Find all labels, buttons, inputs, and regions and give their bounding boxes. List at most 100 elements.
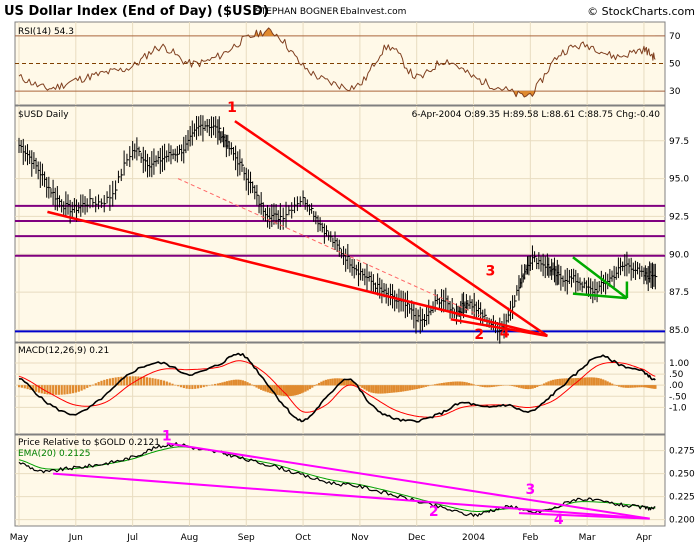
macd-histogram-bar xyxy=(483,385,487,388)
macd-histogram-bar xyxy=(154,378,157,386)
macd-histogram-bar xyxy=(477,385,480,386)
price-trendline xyxy=(450,318,548,338)
macd-histogram-bar xyxy=(642,385,646,388)
x-tick-label: Sep xyxy=(238,533,255,543)
macd-histogram-bar xyxy=(363,385,366,390)
macd-histogram-bar xyxy=(486,385,489,388)
macd-histogram-bar xyxy=(367,385,371,392)
macd-histogram-bar xyxy=(517,385,521,388)
macd-histogram-bar xyxy=(216,383,220,386)
macd-histogram-bar xyxy=(211,384,214,386)
macd-histogram-bar xyxy=(431,384,434,386)
macd-histogram-bar xyxy=(567,378,571,386)
macd-histogram-bar xyxy=(69,385,72,394)
macd-histogram-bar xyxy=(572,378,575,386)
rsi-tick-label: 70 xyxy=(669,32,681,42)
macd-histogram-bar xyxy=(577,377,580,386)
macd-label: MACD(12,26,9) 0.21 xyxy=(18,346,109,356)
rsi-tick-label: 50 xyxy=(669,60,681,70)
macd-histogram-bar xyxy=(608,382,612,386)
macd-histogram-bar xyxy=(465,382,468,386)
macd-histogram-bar xyxy=(406,385,409,391)
macd-histogram-bar xyxy=(86,385,89,388)
macd-histogram-bar xyxy=(221,382,224,386)
macd-histogram-bar xyxy=(417,385,421,389)
price-label: $USD Daily xyxy=(18,110,69,120)
rsi-tick-label: 30 xyxy=(669,87,681,97)
macd-histogram-bar xyxy=(390,385,393,393)
macd-histogram-bar xyxy=(290,385,293,396)
macd-histogram-bar xyxy=(97,381,100,386)
macd-histogram-bar xyxy=(271,385,274,394)
macd-histogram-bar xyxy=(179,385,183,388)
macd-histogram-bar xyxy=(617,385,621,387)
ema-label: EMA(20) 0.2125 xyxy=(18,449,90,459)
macd-histogram-bar xyxy=(397,385,400,393)
relative-label: Price Relative to $GOLD 0.2121 xyxy=(18,438,160,448)
copyright-label: © StockCharts.com xyxy=(587,5,695,18)
macd-histogram-bar xyxy=(538,385,541,387)
macd-histogram-bar xyxy=(542,383,546,386)
macd-histogram-bar xyxy=(196,385,200,389)
macd-histogram-bar xyxy=(536,385,539,388)
macd-histogram-bar xyxy=(467,382,471,386)
macd-histogram-bar xyxy=(529,385,532,390)
macd-histogram-bar xyxy=(174,384,177,386)
macd-histogram-bar xyxy=(35,385,38,392)
macd-histogram-bar xyxy=(402,385,405,392)
relative-tick-label: 0.250 xyxy=(669,470,695,480)
macd-histogram-bar xyxy=(311,385,314,388)
macd-histogram-bar xyxy=(106,379,109,386)
macd-histogram-bar xyxy=(288,385,291,397)
macd-histogram-bar xyxy=(74,385,78,393)
macd-histogram-bar xyxy=(329,378,332,386)
macd-histogram-bar xyxy=(615,385,618,386)
macd-histogram-bar xyxy=(171,383,174,386)
macd-histogram-bar xyxy=(570,378,573,386)
chart-site: EbaInvest.com xyxy=(340,7,406,17)
macd-histogram-bar xyxy=(123,376,126,386)
macd-histogram-bar xyxy=(513,385,516,387)
macd-histogram-bar xyxy=(640,385,643,388)
macd-histogram-bar xyxy=(295,385,298,396)
rsi-line xyxy=(18,27,656,98)
x-tick-label: Nov xyxy=(351,533,369,543)
macd-histogram-bar xyxy=(404,385,407,392)
price-tick-label: 92.5 xyxy=(669,212,689,222)
macd-histogram-bar xyxy=(128,376,131,386)
macd-histogram-bar xyxy=(545,382,548,386)
macd-histogram-bar xyxy=(527,385,530,390)
x-tick-label: Feb xyxy=(522,533,538,543)
macd-histogram-bar xyxy=(581,377,584,386)
macd-histogram-bar xyxy=(604,380,607,386)
macd-histogram-bar xyxy=(26,385,29,390)
macd-histogram-bar xyxy=(470,383,473,386)
macd-histogram-bar xyxy=(260,385,263,390)
macd-histogram-bar xyxy=(18,385,21,388)
macd-histogram-bar xyxy=(60,385,63,395)
macd-histogram-bar xyxy=(579,377,582,386)
price-annotation: 1 xyxy=(227,100,237,116)
macd-histogram-bar xyxy=(214,383,217,386)
macd-histogram-bar xyxy=(205,385,208,387)
macd-histogram-bar xyxy=(574,378,577,386)
macd-histogram-bar xyxy=(652,385,655,389)
macd-histogram-bar xyxy=(563,378,566,386)
macd-histogram-bar xyxy=(622,385,625,388)
macd-histogram-bar xyxy=(338,378,341,386)
macd-histogram-bar xyxy=(472,384,475,386)
macd-histogram-bar xyxy=(445,382,448,386)
macd-histogram-bar xyxy=(383,385,387,394)
price-annotation: 2 xyxy=(474,327,484,343)
macd-histogram-bar xyxy=(420,385,423,389)
macd-histogram-bar xyxy=(52,385,55,395)
x-tick-label: Jul xyxy=(126,533,138,543)
macd-histogram-bar xyxy=(606,381,609,386)
macd-histogram-bar xyxy=(148,377,151,386)
macd-histogram-bar xyxy=(408,385,412,391)
price-panel xyxy=(14,105,666,343)
macd-histogram-bar xyxy=(586,377,589,386)
macd-histogram-bar xyxy=(151,378,154,386)
macd-histogram-bar xyxy=(94,383,97,386)
macd-histogram-bar xyxy=(111,377,114,386)
